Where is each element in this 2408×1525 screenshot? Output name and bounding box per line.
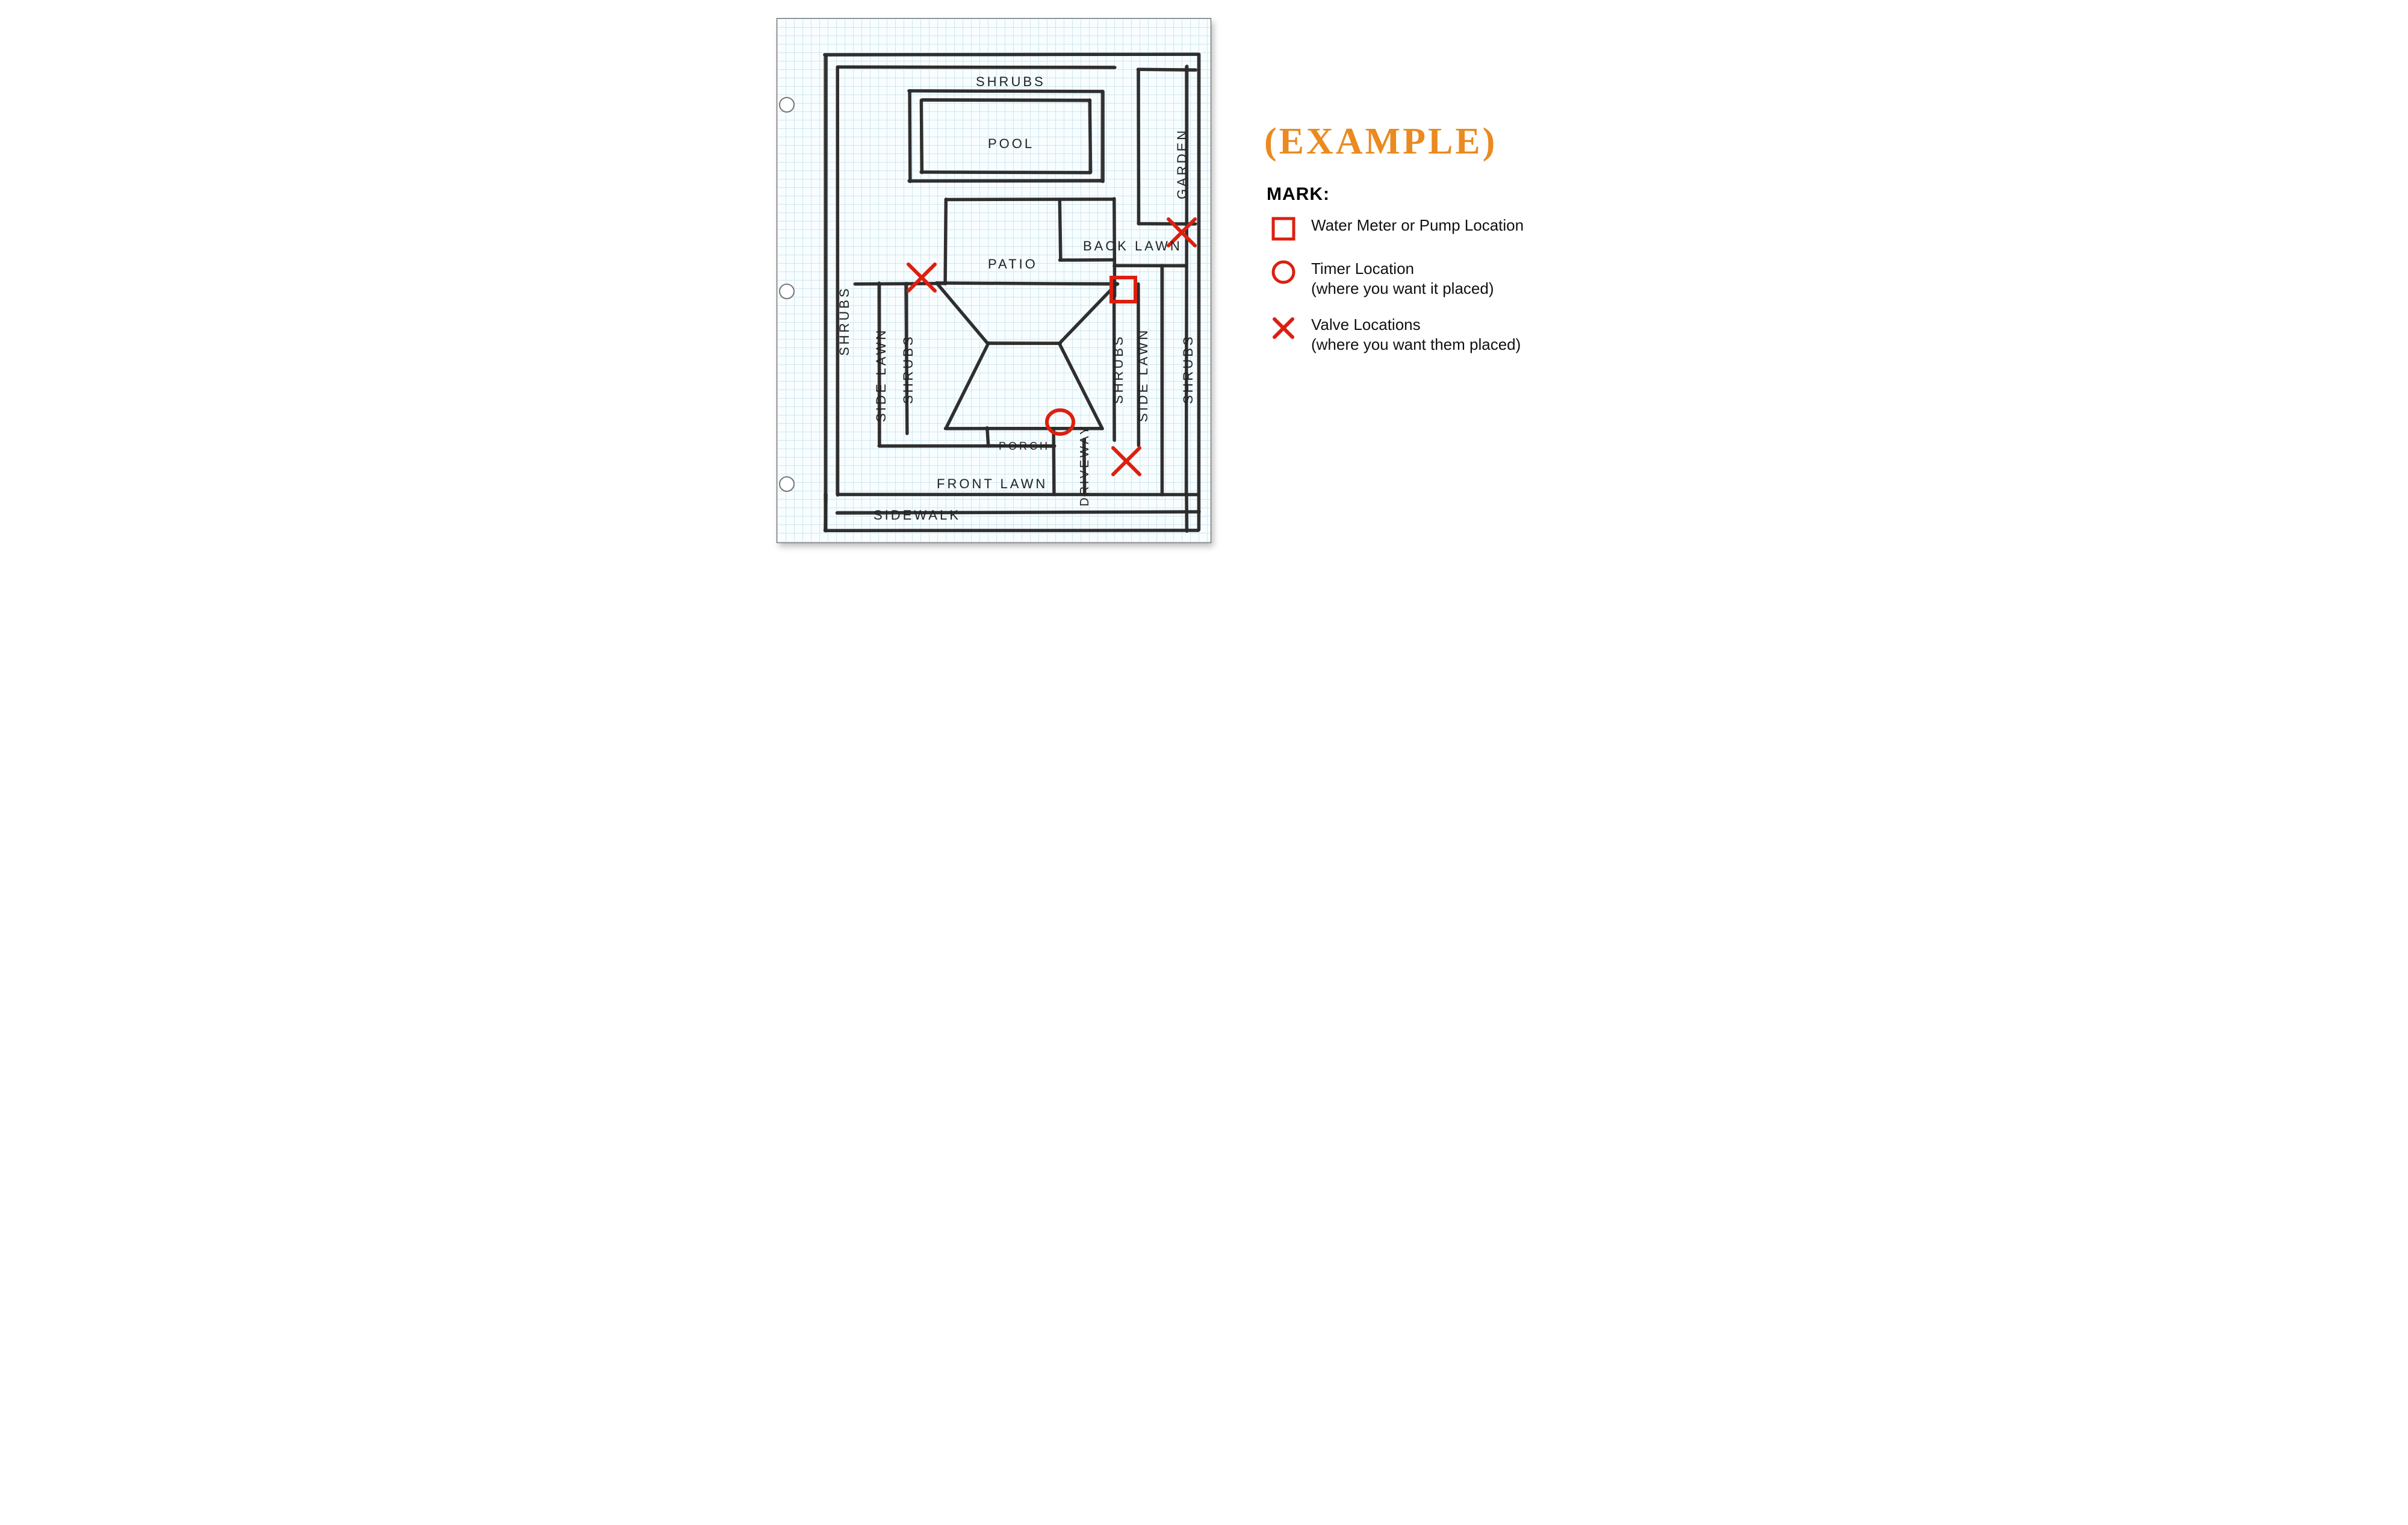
plan-label: GARDEN — [1175, 128, 1190, 199]
square-icon — [1267, 216, 1300, 242]
plan-label: DRIVEWAY — [1078, 424, 1092, 506]
binder-hole — [779, 97, 795, 113]
timer-marker — [1047, 410, 1073, 434]
plan-label: PORCH — [999, 440, 1050, 453]
plan-label: BACK LAWN — [1083, 238, 1182, 254]
legend-row-circle: Timer Location (where you want it placed… — [1267, 259, 1625, 298]
plan-label: SHRUBS — [901, 334, 916, 404]
binder-hole — [779, 476, 795, 492]
graph-paper-sheet: SHRUBS POOL GARDEN BACK LAWN PATIO SHRUBS SIDE… — [777, 18, 1211, 543]
mark-heading: MARK: — [1267, 184, 1625, 205]
valve-marker — [1113, 448, 1140, 474]
plan-label: POOL — [988, 136, 1034, 152]
legend-sub: (where you want it placed) — [1311, 279, 1494, 297]
legend-label: Valve Locations — [1311, 315, 1421, 334]
legend-row-x: Valve Locations (where you want them pla… — [1267, 315, 1625, 354]
circle-icon — [1267, 259, 1300, 285]
binder-hole — [779, 284, 795, 299]
legend-text: Valve Locations (where you want them pla… — [1300, 315, 1521, 354]
legend-sub: (where you want them placed) — [1311, 335, 1521, 353]
legend-panel: (EXAMPLE) MARK: Water Meter or Pump Loca… — [1264, 120, 1625, 371]
plan-label: SHRUBS — [1111, 334, 1126, 404]
diagram-canvas: SHRUBS POOL GARDEN BACK LAWN PATIO SHRUBS SIDE… — [752, 0, 1656, 572]
plan-label: SHRUBS — [1181, 334, 1196, 404]
plan-label: PATIO — [988, 256, 1038, 272]
valve-marker — [908, 264, 935, 291]
legend-text: Timer Location (where you want it placed… — [1300, 259, 1494, 298]
plan-label: SIDEWALK — [874, 508, 961, 523]
x-icon — [1267, 315, 1300, 341]
plan-label: SHRUBS — [976, 74, 1046, 90]
legend-text: Water Meter or Pump Location — [1300, 216, 1524, 235]
example-title: (EXAMPLE) — [1264, 120, 1625, 163]
plan-label: SIDE LAWN — [874, 328, 889, 422]
plan-label: SIDE LAWN — [1135, 328, 1151, 422]
plan-label: SHRUBS — [837, 286, 852, 356]
water-meter-marker — [1111, 278, 1135, 302]
plan-label: FRONT LAWN — [937, 476, 1047, 492]
marker-overlay — [777, 19, 1211, 542]
legend-row-square: Water Meter or Pump Location — [1267, 216, 1625, 242]
legend-label: Timer Location — [1311, 259, 1414, 278]
legend-label: Water Meter or Pump Location — [1311, 216, 1524, 234]
